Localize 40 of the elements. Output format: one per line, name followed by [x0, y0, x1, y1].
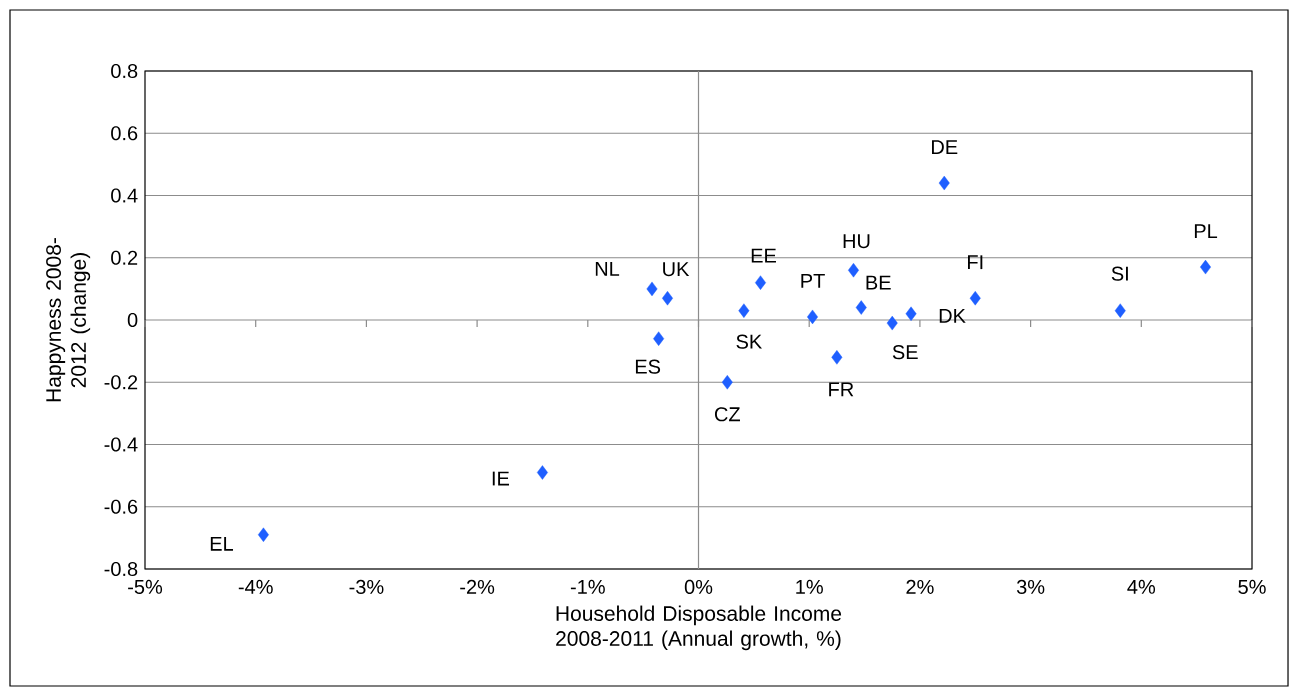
y-tick-label: -0.8	[104, 561, 138, 577]
x-tick-label: -4%	[238, 579, 273, 594]
y-tick-label: -0.4	[104, 437, 138, 452]
x-tick-label: -2%	[460, 579, 495, 594]
y-tick-label: 0.4	[111, 188, 138, 203]
annotation: DK	[939, 308, 966, 323]
annotation: DE	[932, 140, 958, 154]
y-tick-label: 0.8	[111, 63, 138, 79]
x-tick-label: -1%	[570, 579, 605, 594]
y-tick-label: 0	[127, 312, 138, 328]
x-tick-label: -3%	[349, 579, 384, 595]
annotation: PT	[801, 274, 825, 288]
annotation: EE	[751, 248, 776, 263]
x-tick-label: 2%	[906, 579, 934, 594]
annotation: BE	[866, 275, 891, 290]
annotation: CZ	[714, 407, 740, 422]
annotation: UK	[663, 262, 690, 277]
annotation: SI	[1111, 266, 1128, 281]
x-tick-label: 3%	[1016, 579, 1045, 595]
x-axis-title: Household Disposable Income 2008-2011 (Annual growth, %)	[556, 605, 842, 651]
y-tick-label: 0.6	[111, 126, 138, 141]
x-tick-label: 0%	[684, 579, 713, 595]
annotation: IE	[492, 471, 510, 486]
annotation: SK	[736, 334, 762, 349]
y-tick-label: -0.6	[104, 499, 138, 514]
y-tick-label: -0.2	[104, 375, 138, 390]
y-tick-label: 0.2	[111, 250, 138, 265]
annotation: ES	[635, 359, 661, 374]
x-tick-label: 4%	[1127, 579, 1156, 594]
annotation: EL	[210, 536, 234, 551]
y-axis-title: Happyness 2008-2012 (change)	[46, 238, 91, 402]
annotation: FR	[829, 382, 854, 397]
x-tick-label: 1%	[796, 579, 823, 594]
annotation: HU	[843, 234, 870, 249]
annotation: PL	[1194, 224, 1218, 238]
annotation: FI	[968, 255, 983, 270]
annotation: NL	[595, 261, 620, 276]
annotation: SE	[892, 345, 918, 360]
x-tick-label: -5%	[128, 579, 163, 594]
x-tick-label: 5%	[1238, 579, 1266, 594]
